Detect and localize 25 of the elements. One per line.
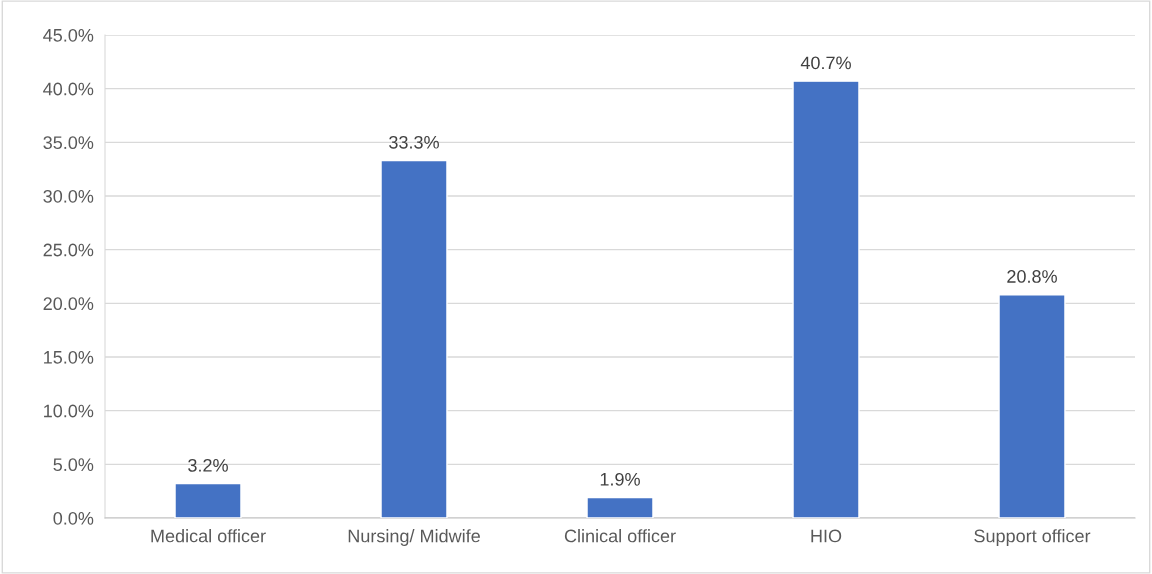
bar bbox=[380, 159, 448, 518]
data-label: 1.9% bbox=[600, 472, 640, 486]
y-tick-label: 30.0% bbox=[43, 189, 94, 203]
y-tick-label: 15.0% bbox=[44, 350, 94, 364]
y-tick-label: 20.0% bbox=[43, 297, 94, 311]
data-label: 40.7% bbox=[800, 56, 851, 70]
bar bbox=[792, 80, 860, 518]
bar bbox=[586, 496, 654, 518]
y-tick-label: 45.0% bbox=[43, 28, 94, 42]
x-tick-label: HIO bbox=[811, 529, 842, 543]
x-tick-label: Nursing/ Midwife bbox=[348, 529, 480, 546]
y-tick-label: 40.0% bbox=[43, 82, 94, 96]
y-tick-label: 5.0% bbox=[53, 458, 94, 472]
y-tick-label: 0.0% bbox=[53, 511, 94, 525]
bar bbox=[174, 482, 242, 518]
data-label: 33.3% bbox=[389, 135, 439, 149]
x-tick-label: Medical officer bbox=[151, 529, 266, 543]
bar bbox=[998, 294, 1066, 518]
data-label: 3.2% bbox=[188, 458, 228, 472]
x-tick-label: Support officer bbox=[974, 529, 1091, 546]
y-tick-label: 25.0% bbox=[43, 243, 94, 257]
data-label: 20.8% bbox=[1007, 270, 1057, 283]
y-tick-label: 10.0% bbox=[44, 404, 94, 418]
x-tick-label: Clinical officer bbox=[564, 529, 676, 543]
y-tick-label: 35.0% bbox=[43, 136, 94, 150]
